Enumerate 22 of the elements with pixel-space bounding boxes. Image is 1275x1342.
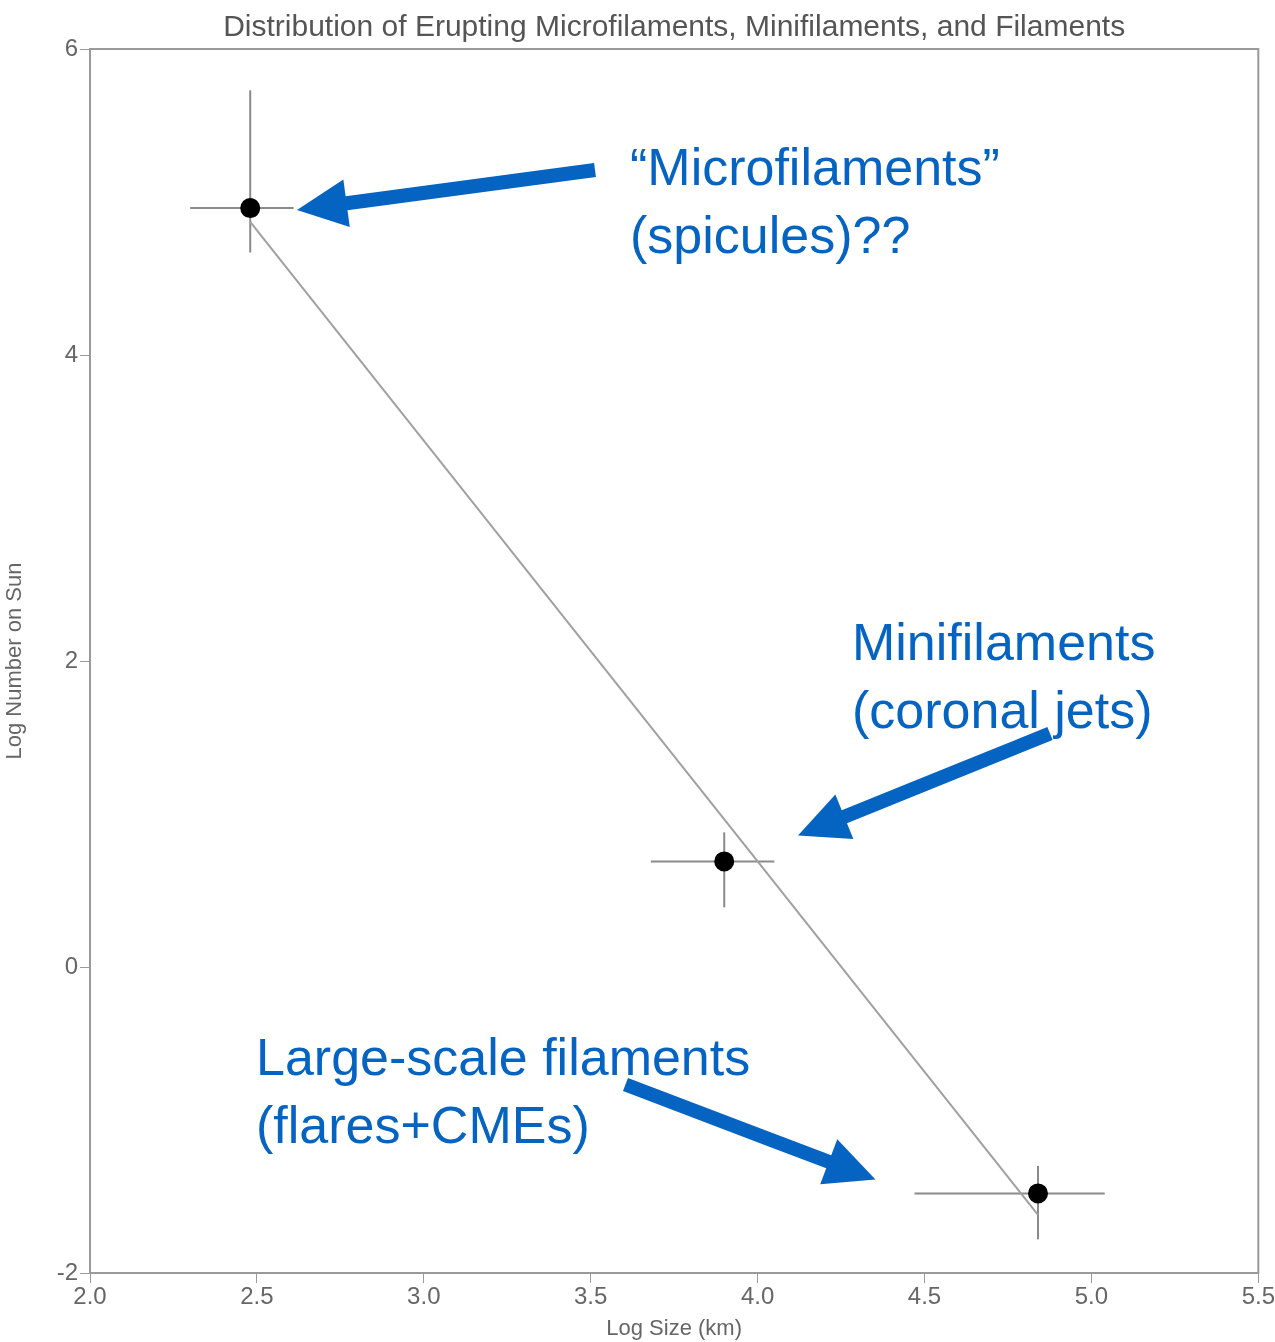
x-tick-label: 5.0 <box>1074 1282 1109 1310</box>
point <box>714 851 735 872</box>
x-tick-label: 4.0 <box>740 1282 775 1310</box>
point <box>1028 1183 1049 1204</box>
x-tick-label: 3.0 <box>407 1282 441 1310</box>
y-axis-title: Log Number on Sun <box>1 562 27 760</box>
y-tick-label: 4 <box>64 339 78 367</box>
x-tick-label: 5.5 <box>1241 1282 1275 1310</box>
y-tick-label: 0 <box>64 951 78 979</box>
point <box>240 198 261 219</box>
y-tick-label: 6 <box>64 33 78 61</box>
chart-title: Distribution of Erupting Microfilaments, Minifilaments, and Filaments <box>223 9 1126 42</box>
y-tick-label: 2 <box>64 645 78 673</box>
y-tick-label: -2 <box>56 1257 78 1285</box>
x-axis-title: Log Size (km) <box>606 1314 743 1340</box>
x-tick-label: 3.5 <box>574 1282 608 1310</box>
annotation: Large-scale filaments (flares+CMEs) <box>256 1028 751 1154</box>
annotation: “Microfilaments” (spicules)?? <box>630 138 1000 264</box>
annotation: Minifilaments (coronal jets) <box>852 613 1156 739</box>
x-tick-label: 4.5 <box>907 1282 942 1310</box>
x-tick-label: 2.5 <box>240 1282 274 1310</box>
x-tick-label: 2.0 <box>73 1282 107 1310</box>
